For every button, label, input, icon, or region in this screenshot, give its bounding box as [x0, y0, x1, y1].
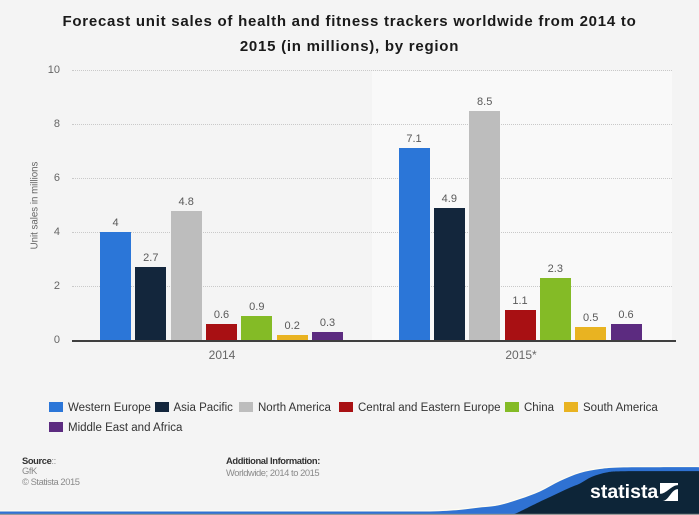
svg-text:statista: statista	[590, 481, 658, 503]
